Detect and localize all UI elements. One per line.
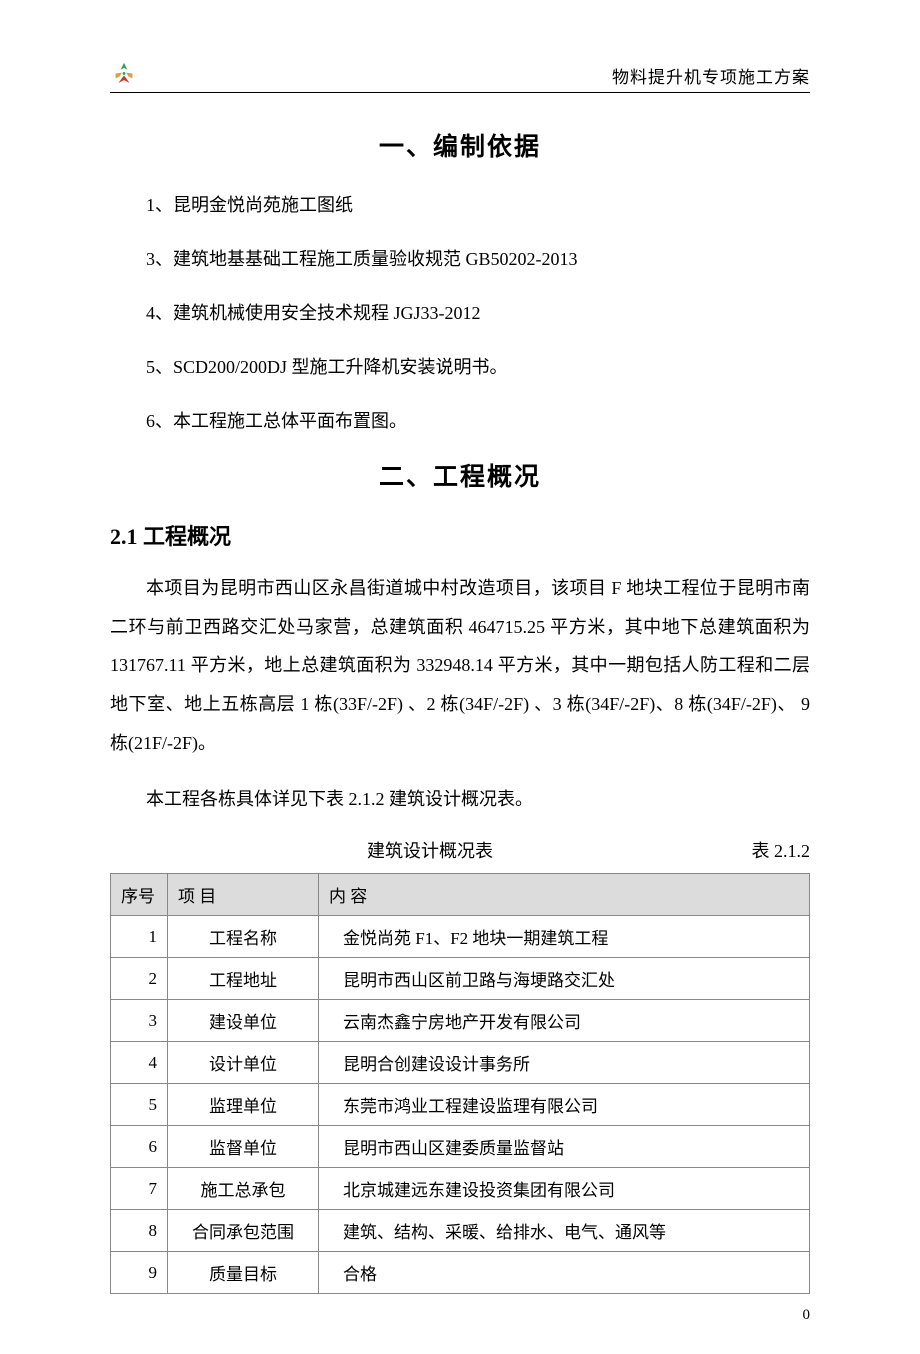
table-cell-content: 云南杰鑫宁房地产开发有限公司 — [319, 1000, 810, 1042]
table-cell-index: 1 — [111, 916, 168, 958]
table-row: 8合同承包范围建筑、结构、采暖、给排水、电气、通风等 — [111, 1210, 810, 1252]
table-cell-content: 昆明合创建设设计事务所 — [319, 1042, 810, 1084]
list-item: 6、本工程施工总体平面布置图。 — [110, 403, 810, 439]
section-1-list: 1、昆明金悦尚苑施工图纸 3、建筑地基基础工程施工质量验收规范 GB50202-… — [110, 187, 810, 439]
page-header: 物料提升机专项施工方案 — [110, 60, 810, 93]
table-row: 7施工总承包北京城建远东建设投资集团有限公司 — [111, 1168, 810, 1210]
table-cell-item: 建设单位 — [168, 1000, 319, 1042]
table-caption-center: 建筑设计概况表 — [110, 837, 690, 863]
list-item: 3、建筑地基基础工程施工质量验收规范 GB50202-2013 — [110, 241, 810, 277]
table-cell-content: 合格 — [319, 1252, 810, 1294]
table-cell-index: 7 — [111, 1168, 168, 1210]
table-cell-index: 9 — [111, 1252, 168, 1294]
table-header-cell: 项 目 — [168, 874, 319, 916]
table-caption-right: 表 2.1.2 — [690, 837, 810, 863]
body-paragraph: 本项目为昆明市西山区永昌街道城中村改造项目，该项目 F 地块工程位于昆明市南二环… — [110, 569, 810, 762]
header-title: 物料提升机专项施工方案 — [612, 63, 810, 88]
table-row: 1工程名称金悦尚苑 F1、F2 地块一期建筑工程 — [111, 916, 810, 958]
table-header-row: 序号 项 目 内 容 — [111, 874, 810, 916]
table-cell-index: 2 — [111, 958, 168, 1000]
subsection-heading: 2.1 工程概况 — [110, 519, 810, 551]
table-cell-index: 6 — [111, 1126, 168, 1168]
table-row: 6监督单位昆明市西山区建委质量监督站 — [111, 1126, 810, 1168]
list-item: 4、建筑机械使用安全技术规程 JGJ33-2012 — [110, 295, 810, 331]
table-row: 3建设单位云南杰鑫宁房地产开发有限公司 — [111, 1000, 810, 1042]
design-overview-table: 序号 项 目 内 容 1工程名称金悦尚苑 F1、F2 地块一期建筑工程2工程地址… — [110, 873, 810, 1294]
table-cell-item: 工程地址 — [168, 958, 319, 1000]
table-cell-content: 北京城建远东建设投资集团有限公司 — [319, 1168, 810, 1210]
table-header-cell: 序号 — [111, 874, 168, 916]
table-cell-item: 合同承包范围 — [168, 1210, 319, 1252]
table-cell-content: 昆明市西山区前卫路与海埂路交汇处 — [319, 958, 810, 1000]
table-cell-item: 设计单位 — [168, 1042, 319, 1084]
section-1-heading: 一、编制依据 — [110, 127, 810, 163]
table-cell-content: 金悦尚苑 F1、F2 地块一期建筑工程 — [319, 916, 810, 958]
table-cell-content: 建筑、结构、采暖、给排水、电气、通风等 — [319, 1210, 810, 1252]
table-cell-content: 昆明市西山区建委质量监督站 — [319, 1126, 810, 1168]
table-caption: 建筑设计概况表 表 2.1.2 — [110, 837, 810, 863]
table-row: 5监理单位东莞市鸿业工程建设监理有限公司 — [111, 1084, 810, 1126]
table-cell-item: 监理单位 — [168, 1084, 319, 1126]
table-cell-index: 4 — [111, 1042, 168, 1084]
list-item: 1、昆明金悦尚苑施工图纸 — [110, 187, 810, 223]
section-2-heading: 二、工程概况 — [110, 457, 810, 493]
table-cell-index: 3 — [111, 1000, 168, 1042]
table-cell-content: 东莞市鸿业工程建设监理有限公司 — [319, 1084, 810, 1126]
table-cell-index: 5 — [111, 1084, 168, 1126]
table-row: 2工程地址昆明市西山区前卫路与海埂路交汇处 — [111, 958, 810, 1000]
table-row: 9质量目标合格 — [111, 1252, 810, 1294]
table-row: 4设计单位昆明合创建设设计事务所 — [111, 1042, 810, 1084]
table-cell-index: 8 — [111, 1210, 168, 1252]
page-number: 0 — [803, 1307, 811, 1324]
logo-icon — [110, 60, 138, 88]
table-header-cell: 内 容 — [319, 874, 810, 916]
body-paragraph: 本工程各栋具体详见下表 2.1.2 建筑设计概况表。 — [110, 780, 810, 819]
table-cell-item: 施工总承包 — [168, 1168, 319, 1210]
table-cell-item: 监督单位 — [168, 1126, 319, 1168]
document-page: 物料提升机专项施工方案 一、编制依据 1、昆明金悦尚苑施工图纸 3、建筑地基基础… — [0, 0, 920, 1354]
table-cell-item: 工程名称 — [168, 916, 319, 958]
table-cell-item: 质量目标 — [168, 1252, 319, 1294]
list-item: 5、SCD200/200DJ 型施工升降机安装说明书。 — [110, 349, 810, 385]
